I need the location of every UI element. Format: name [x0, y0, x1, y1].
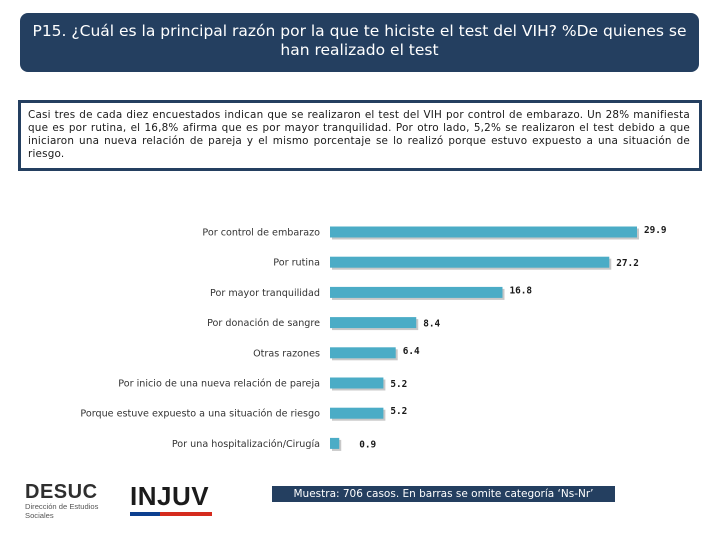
value-label: 0.9	[359, 439, 376, 450]
category-label: Por rutina	[273, 258, 320, 269]
desuc-logo-subtitle-1: Dirección de Estudios	[25, 502, 99, 511]
category-label: Porque estuve expuesto a una situación d…	[80, 408, 320, 420]
injuv-logo-name: INJUV	[130, 481, 210, 511]
summary-text: Casi tres de cada diez encuestados indic…	[28, 109, 690, 160]
desuc-logo: DESUC Dirección de Estudios Sociales	[25, 482, 120, 522]
bar	[330, 437, 340, 449]
value-label: 5.2	[390, 379, 407, 390]
value-label: 27.2	[616, 258, 639, 269]
summary-box: Casi tres de cada diez encuestados indic…	[18, 100, 702, 171]
category-label: Otras razones	[253, 348, 320, 359]
bar	[330, 377, 384, 389]
bar	[330, 407, 384, 419]
bar	[330, 256, 610, 268]
bar	[330, 286, 503, 298]
page-title: P15. ¿Cuál es la principal razón por la …	[20, 13, 699, 72]
category-label: Por mayor tranquilidad	[210, 288, 320, 299]
category-label: Por una hospitalización/Cirugía	[172, 438, 320, 450]
sample-note: Muestra: 706 casos. En barras se omite c…	[272, 486, 615, 502]
bar	[330, 317, 417, 329]
value-label: 8.4	[423, 319, 440, 330]
bar	[330, 226, 637, 238]
injuv-flag-blue	[130, 512, 160, 516]
value-label: 16.8	[509, 285, 532, 296]
value-label: 5.2	[390, 406, 407, 417]
injuv-logo-flag-bar	[130, 512, 212, 516]
desuc-logo-subtitle-2: Sociales	[25, 511, 54, 520]
title-text: P15. ¿Cuál es la principal razón por la …	[32, 22, 687, 59]
category-label: Por donación de sangre	[207, 317, 320, 329]
category-label: Por control de embarazo	[202, 228, 320, 239]
value-label: 29.9	[644, 225, 667, 236]
sample-note-text: Muestra: 706 casos. En barras se omite c…	[293, 488, 594, 500]
injuv-logo: INJUV	[130, 482, 215, 522]
category-label: Por inicio de una nueva relación de pare…	[118, 378, 320, 390]
desuc-logo-name: DESUC	[25, 481, 98, 503]
value-label: 6.4	[403, 346, 420, 357]
bar	[330, 347, 396, 359]
injuv-flag-red	[160, 512, 212, 516]
